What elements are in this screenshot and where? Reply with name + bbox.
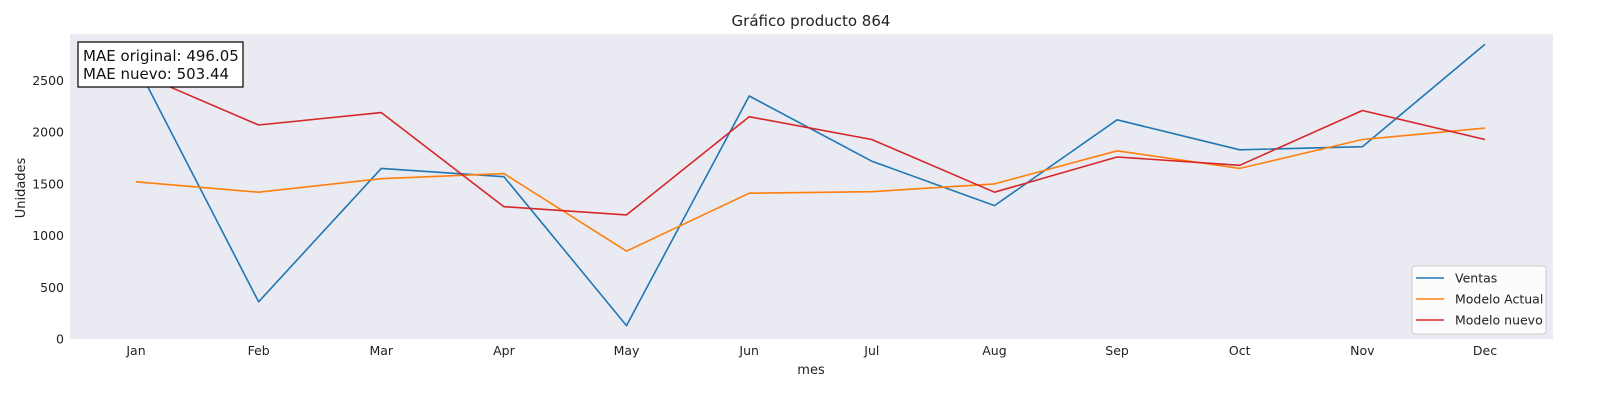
x-tick-label: Sep [1105, 343, 1129, 358]
y-tick-label: 1500 [32, 176, 64, 191]
x-tick-label: Aug [982, 343, 1006, 358]
x-tick-label: Jun [738, 343, 759, 358]
x-tick-label: Apr [493, 343, 515, 358]
chart-title: Gráfico producto 864 [732, 12, 891, 30]
series-lines [135, 43, 1486, 327]
x-axis-label: mes [797, 363, 825, 378]
plot-area [70, 34, 1553, 339]
x-tick-label: Oct [1229, 343, 1251, 358]
mae-annotation: MAE original: 496.05 MAE nuevo: 503.44 [77, 41, 244, 88]
x-tick-label: Nov [1350, 343, 1375, 358]
legend-frame [1411, 265, 1547, 335]
y-tick-label: 2500 [32, 73, 64, 88]
x-tick-label: Jul [863, 343, 879, 358]
y-axis-label: Unidades [14, 157, 29, 218]
legend-label: Ventas [1455, 271, 1497, 286]
series-line-modelo-nuevo [135, 71, 1486, 216]
y-tick-label: 0 [56, 332, 64, 347]
legend-label: Modelo Actual [1455, 292, 1543, 307]
x-tick-label: Jan [125, 343, 145, 358]
legend: Ventas Modelo Actual Modelo nuevo [1411, 265, 1547, 335]
x-tick-label: Feb [248, 343, 270, 358]
x-tick-label: Mar [369, 343, 393, 358]
axis-ticks: Jan Feb Mar Apr May Jun Jul Aug Sep Oct Nov Dec 0 500… [32, 73, 1497, 358]
series-line-modelo-actual [135, 127, 1486, 252]
x-tick-label: May [614, 343, 640, 358]
legend-label: Modelo nuevo [1455, 313, 1543, 328]
y-tick-label: 1000 [32, 228, 64, 243]
mae-original-text: MAE original: 496.05 [83, 47, 239, 65]
x-tick-label: Dec [1473, 343, 1497, 358]
y-tick-label: 2000 [32, 125, 64, 140]
mae-nuevo-text: MAE nuevo: 503.44 [83, 65, 229, 83]
mae-box-frame [77, 41, 244, 88]
y-tick-label: 500 [40, 280, 64, 295]
